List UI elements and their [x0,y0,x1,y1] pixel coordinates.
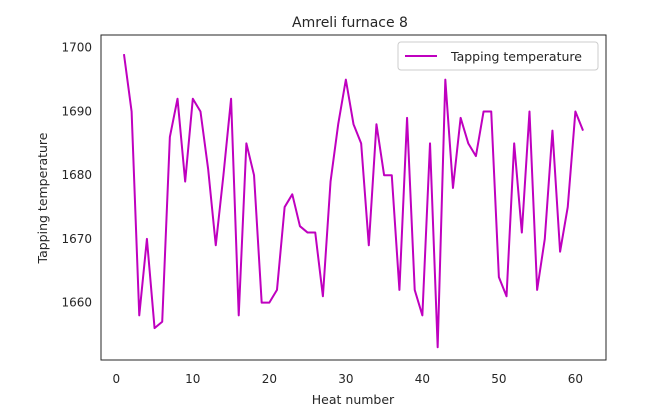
x-tick-label: 40 [415,372,430,386]
x-tick-label: 10 [185,372,200,386]
y-tick-label: 1690 [61,104,92,118]
y-tick-label: 1680 [61,168,92,182]
x-tick-label: 50 [491,372,506,386]
y-axis-label: Tapping temperature [35,132,50,264]
y-tick-label: 1670 [61,232,92,246]
legend-box [397,41,599,71]
chart-title: Amreli furnace 8 [292,15,408,31]
x-tick-label: 30 [338,372,353,386]
x-axis-label: Heat number [312,392,395,407]
series-layer [122,53,584,349]
legend: Tapping temperature [397,41,599,71]
plot-frame [100,34,607,361]
legend-label: Tapping temperature [450,49,582,64]
axis-ticks: 0 10 20 30 40 50 60 1660 1670 1680 1690 1700 [61,41,583,386]
x-tick-label: 20 [262,372,277,386]
y-tick-label: 1660 [61,296,92,310]
y-tick-label: 1700 [61,41,92,55]
series-line [122,53,584,349]
x-tick-label: 0 [112,372,120,386]
x-tick-label: 60 [568,372,583,386]
